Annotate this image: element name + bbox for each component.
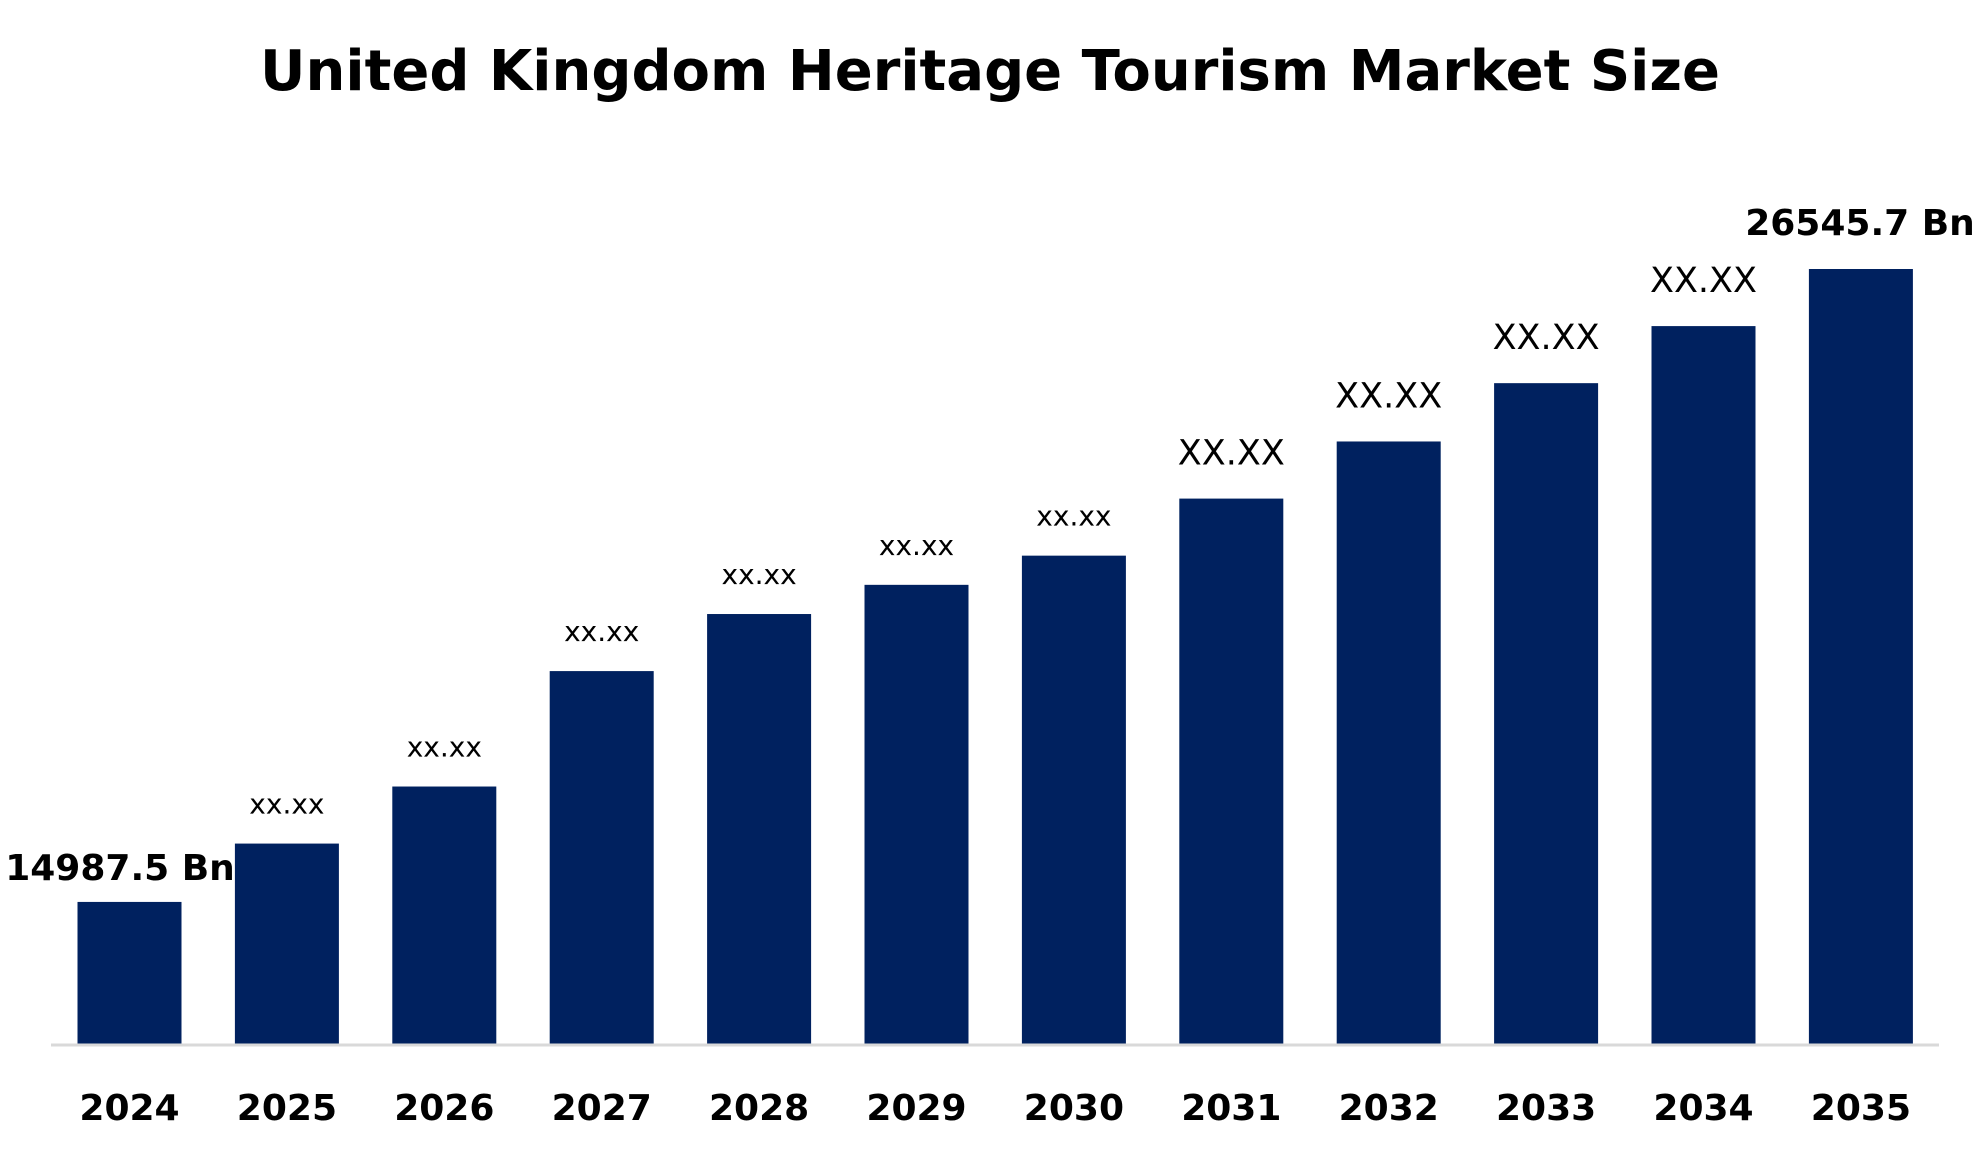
bar-2025 <box>234 843 339 1044</box>
x-tick-label: 2032 <box>1339 1088 1439 1129</box>
x-tick-label: 2031 <box>1181 1088 1281 1129</box>
bar-2031 <box>1179 498 1284 1045</box>
bar-2033 <box>1494 383 1599 1044</box>
data-label: XX.XX <box>1493 318 1600 358</box>
data-label: xx.xx <box>1036 500 1111 533</box>
data-label: xx.xx <box>407 731 482 764</box>
bar-2030 <box>1021 555 1126 1044</box>
bar-2028 <box>707 614 812 1044</box>
data-label: XX.XX <box>1650 261 1757 301</box>
x-tick-label: 2030 <box>1024 1088 1124 1129</box>
data-label: 14987.5 Bn <box>5 848 235 889</box>
bars-group <box>77 269 1913 1045</box>
x-tick-label: 2026 <box>394 1088 494 1129</box>
x-tick-label: 2024 <box>79 1088 179 1129</box>
data-label: xx.xx <box>249 788 324 821</box>
x-tick-label: 2033 <box>1496 1088 1596 1129</box>
x-tick-label: 2028 <box>709 1088 809 1129</box>
data-label: xx.xx <box>722 558 797 591</box>
x-tick-label: 2034 <box>1653 1088 1753 1129</box>
bar-2024 <box>77 901 182 1044</box>
data-label: xx.xx <box>564 615 639 648</box>
x-tick-label: 2027 <box>552 1088 652 1129</box>
bar-2027 <box>549 671 654 1044</box>
x-tick-label: 2025 <box>237 1088 337 1129</box>
x-tick-label: 2035 <box>1811 1088 1911 1129</box>
labels-group: 2024 14987.5 Bn 2025 xx.xx 2026 xx.xx 2027 xx.x… <box>5 203 1975 1129</box>
x-tick-label: 2029 <box>866 1088 966 1129</box>
bar-2034 <box>1651 326 1756 1044</box>
data-label: xx.xx <box>879 529 954 562</box>
data-label: 26545.7 Bn <box>1745 203 1975 244</box>
chart-title: United Kingdom Heritage Tourism Market S… <box>260 39 1720 104</box>
data-label: XX.XX <box>1178 434 1285 474</box>
bar-2035 <box>1808 269 1913 1044</box>
bar-2032 <box>1336 441 1441 1044</box>
data-label: XX.XX <box>1335 376 1442 416</box>
bar-2029 <box>864 584 969 1044</box>
bar-2026 <box>392 786 497 1044</box>
